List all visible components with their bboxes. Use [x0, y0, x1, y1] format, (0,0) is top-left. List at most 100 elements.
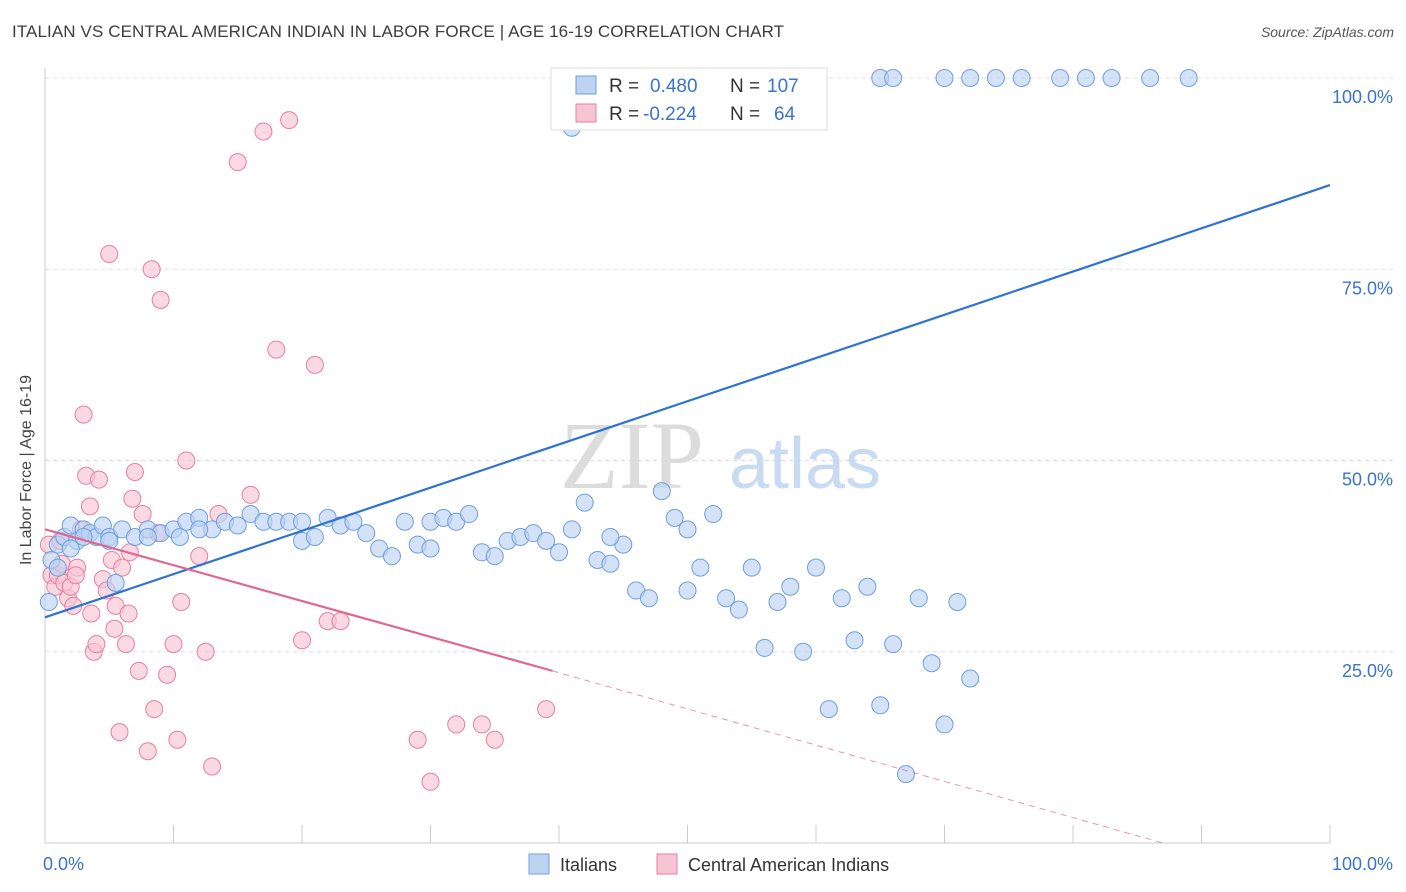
trend-line-extension	[552, 670, 1164, 844]
scatter-point	[164, 635, 183, 654]
y-tick-label: 75.0%	[1342, 278, 1393, 298]
series-legend-swatch-cai	[656, 853, 678, 875]
scatter-point	[537, 700, 556, 719]
scatter-point	[80, 497, 99, 516]
scatter-point	[89, 470, 108, 489]
scatter-point	[601, 554, 620, 573]
scatter-point	[781, 577, 800, 596]
scatter-point	[884, 635, 903, 654]
scatter-point	[145, 700, 164, 719]
scatter-point	[678, 581, 697, 600]
legend-r-value-2: -0.224	[643, 104, 697, 125]
watermark-zip: ZIP	[560, 402, 704, 509]
scatter-point	[105, 619, 124, 638]
scatter-point	[123, 489, 142, 508]
scatter-point	[331, 612, 350, 631]
legend-r-label-1: R =	[609, 76, 639, 97]
scatter-point	[1051, 69, 1070, 87]
scatter-point	[138, 528, 157, 546]
scatter-point	[485, 547, 504, 566]
scatter-point	[472, 715, 491, 734]
x-tick-label: 100.0%	[1332, 854, 1393, 874]
scatter-point	[74, 405, 93, 424]
scatter-point	[909, 589, 928, 608]
series-legend: Italians Central American Indians	[528, 853, 889, 875]
scatter-point	[794, 642, 813, 661]
legend-swatch-blue	[575, 75, 597, 95]
x-tick-label: 0.0%	[43, 854, 84, 874]
legend-n-value-2: 64	[774, 104, 796, 125]
scatter-point	[82, 604, 101, 623]
scatter-point	[119, 604, 138, 623]
scatter-point	[254, 122, 273, 141]
scatter-point	[447, 715, 466, 734]
legend-swatch-pink	[575, 103, 597, 123]
scatter-point	[845, 631, 864, 650]
scatter-point	[742, 558, 761, 577]
trend-lines	[44, 184, 1331, 844]
scatter-point	[858, 577, 877, 596]
y-tick-label: 25.0%	[1342, 661, 1393, 681]
scatter-point	[768, 593, 787, 612]
legend-n-label-2: N =	[730, 104, 760, 125]
scatter-point	[48, 558, 67, 577]
series-central-american-indians	[39, 111, 556, 791]
scatter-point	[177, 451, 196, 470]
scatter-point	[1012, 69, 1031, 87]
scatter-point	[66, 566, 85, 585]
scatter-point	[601, 528, 620, 546]
scatter-point	[537, 531, 556, 550]
scatter-point	[922, 654, 941, 673]
scatter-point	[935, 715, 954, 734]
scatter-point	[1102, 69, 1121, 87]
scatter-point	[896, 765, 915, 784]
watermark: ZIP atlas	[560, 402, 881, 509]
scatter-point	[961, 69, 980, 87]
scatter-point	[678, 520, 697, 539]
scatter-point	[228, 153, 247, 172]
scatter-point	[395, 512, 414, 531]
scatter-point	[228, 516, 247, 535]
scatter-point	[133, 505, 152, 524]
scatter-point	[357, 524, 376, 543]
scatter-point	[382, 547, 401, 566]
legend-r-label-2: R =	[609, 104, 639, 125]
scatter-point	[691, 558, 710, 577]
scatter-point	[106, 573, 125, 592]
scatter-point	[948, 593, 967, 612]
scatter-point	[293, 631, 311, 650]
scatter-point	[113, 558, 132, 577]
grid-lines	[45, 77, 1395, 653]
scatter-point	[1076, 69, 1095, 87]
scatter-point	[125, 462, 144, 481]
scatter-point	[1179, 69, 1198, 87]
legend-r-value-1: 0.480	[650, 76, 698, 97]
series-legend-label-cai: Central American Indians	[688, 855, 889, 875]
scatter-point	[562, 520, 581, 539]
scatter-point	[639, 589, 658, 608]
scatter-point	[717, 589, 736, 608]
scatter-point	[151, 290, 170, 309]
tick-labels: 25.0% 50.0% 75.0% 100.0% 0.0% 100.0%	[43, 87, 1393, 874]
chart-source: Source: ZipAtlas.com	[1260, 24, 1394, 40]
scatter-point	[575, 493, 594, 512]
scatter-point	[729, 600, 748, 619]
scatter-point	[807, 558, 825, 577]
scatter-point	[280, 111, 299, 130]
legend-n-label-1: N =	[730, 76, 760, 97]
scatter-point	[203, 757, 222, 776]
chart-title: ITALIAN VS CENTRAL AMERICAN INDIAN IN LA…	[12, 22, 785, 41]
scatter-point	[819, 700, 838, 719]
scatter-point	[550, 543, 568, 562]
scatter-point	[100, 244, 119, 263]
scatter-point	[61, 539, 80, 558]
y-tick-label: 50.0%	[1342, 470, 1393, 490]
scatter-point	[168, 730, 187, 749]
series-italians	[39, 69, 1198, 784]
scatter-point	[293, 512, 311, 531]
scatter-point	[832, 589, 851, 608]
scatter-point	[305, 528, 324, 546]
scatter-point	[39, 593, 58, 612]
scatter-point	[196, 642, 215, 661]
scatter-point	[460, 505, 479, 524]
